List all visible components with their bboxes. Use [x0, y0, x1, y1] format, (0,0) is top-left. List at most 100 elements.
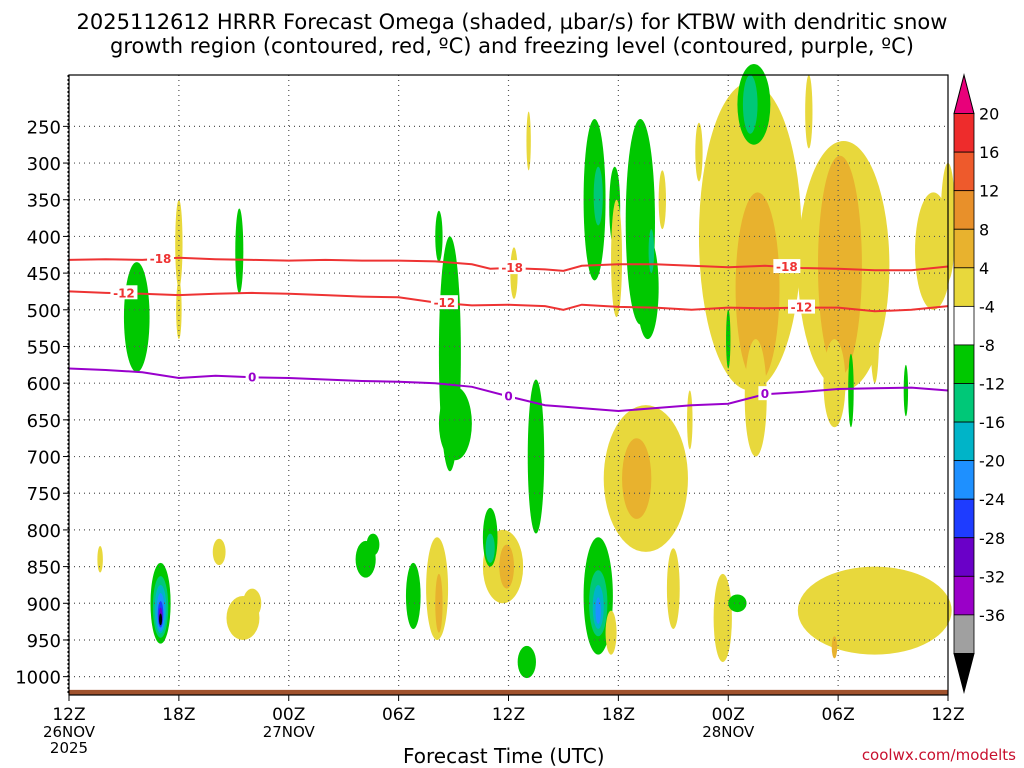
x-tick-label-6: 00Z	[712, 705, 745, 725]
omega-cell-46	[666, 548, 680, 629]
omega-cell-61	[870, 265, 880, 384]
omega-cell-67	[831, 636, 838, 659]
x-tick-label-2: 00Z	[272, 705, 305, 725]
x-tick-label-3: 06Z	[382, 705, 415, 725]
omega-cell-27	[527, 379, 545, 534]
y-tick-label-7: 600	[27, 374, 61, 395]
y-tick-label-4: 450	[27, 264, 61, 285]
omega-cell-19	[435, 573, 443, 633]
colorbar-label-13: -36	[979, 606, 1005, 625]
omega-cell-30	[526, 111, 531, 171]
omega-cell-56	[805, 75, 813, 149]
omega-cell-64	[848, 353, 854, 428]
colorbar-swatch-12	[953, 537, 975, 577]
colorbar-swatch-13	[953, 575, 975, 616]
omega-cell-34	[595, 597, 601, 624]
colorbar-swatch-8	[953, 383, 975, 423]
omega-cell-43	[658, 170, 666, 230]
omega-cell-39	[611, 199, 623, 318]
colorbar-swatch-5	[953, 267, 975, 307]
omega-cell-1	[235, 208, 244, 294]
dgz-warm-label-bg-0	[110, 285, 138, 300]
colorbar-label-4: 4	[979, 259, 989, 278]
omega-cell-53	[744, 339, 767, 457]
y-tick-label-5: 500	[27, 301, 61, 322]
y-tick-label-11: 800	[27, 521, 61, 542]
colorbar-swatch-7	[953, 344, 975, 384]
omega-cell-35	[605, 610, 617, 655]
omega-cell-21	[438, 386, 472, 461]
omega-cell-12	[212, 538, 226, 566]
x-tick-label-1: 18Z	[162, 705, 195, 725]
omega-cell-65	[903, 364, 909, 417]
dgz-warm-label-2: -12	[791, 301, 813, 315]
y-tick-label-6: 550	[27, 337, 61, 358]
y-tick-label-9: 700	[27, 448, 61, 469]
colorbar-swatch-1	[953, 113, 975, 153]
credit-link[interactable]: coolwx.com/modelts	[861, 746, 1016, 764]
y-tick-label-13: 900	[27, 594, 61, 615]
omega-cell-28	[517, 645, 536, 679]
x-axis-label: Forecast Time (UTC)	[403, 744, 605, 768]
omega-cell-57	[726, 309, 731, 369]
omega-cell-47	[695, 122, 703, 182]
y-tick-label-1: 300	[27, 154, 61, 175]
colorbar-label-12: -32	[979, 567, 1005, 586]
omega-cell-59	[817, 155, 862, 376]
x-tick-label-8: 12Z	[931, 705, 964, 725]
y-tick-label-2: 350	[27, 191, 61, 212]
colorbar-label-1: 16	[979, 143, 999, 162]
freezing-level-label-0: 0	[248, 370, 256, 384]
freezing-level-line	[68, 367, 949, 413]
colorbar-label-5: -4	[979, 297, 995, 316]
omega-cell-66	[797, 566, 952, 655]
x-tick-year-0: 2025	[50, 739, 88, 757]
dgz-cold-label-2: -18	[776, 260, 798, 274]
x-tick-label-0: 12Z	[52, 705, 85, 725]
freezing-level-label-bg-2	[758, 386, 772, 401]
y-tick-label-15: 1000	[15, 668, 61, 689]
colorbar-swatch-6	[953, 305, 975, 346]
dgz-warm-label-0: -12	[113, 286, 135, 300]
colorbar-label-9: -20	[979, 452, 1005, 471]
colorbar-swatch-4	[953, 228, 975, 269]
colorbar-label-2: 12	[979, 182, 999, 201]
chart-title-line-1: 2025112612 HRRR Forecast Omega (shaded, …	[76, 10, 948, 34]
colorbar-label-3: 8	[979, 220, 989, 239]
colorbar-label-11: -28	[979, 529, 1005, 548]
omega-cell-24	[499, 544, 514, 589]
omega-cell-45	[622, 438, 652, 519]
omega-cell-49	[713, 573, 732, 662]
omega-cell-42	[648, 229, 655, 274]
y-tick-label-12: 850	[27, 558, 61, 579]
omega-cell-17	[405, 562, 421, 629]
x-tick-label-4: 12Z	[492, 705, 525, 725]
y-axis: 250 300 350 400 450 500 550 600 650 700 750 800 850 9…	[15, 117, 69, 689]
colorbar-swatch-2	[953, 151, 975, 192]
freezing-level-label-bg-0	[245, 369, 259, 384]
y-tick-label-14: 950	[27, 631, 61, 652]
colorbar-top-arrow	[953, 73, 975, 115]
dgz-cold-label-1: -18	[501, 261, 523, 275]
x-tick-date-2: 27NOV	[263, 723, 316, 741]
terrain-surface	[69, 689, 948, 695]
colorbar: 20 16 12 8 4 -4 -8 -12 -16 -20 -24 -28 -32 -36	[953, 73, 1005, 694]
omega-cell-26	[485, 533, 495, 563]
y-tick-label-0: 250	[27, 117, 61, 138]
dgz-cold-label-bg-1	[498, 260, 526, 275]
colorbar-swatch-3	[953, 190, 975, 230]
omega-cell-10	[159, 613, 163, 626]
dgz-warm-label-bg-1	[430, 295, 458, 310]
omega-cell-2	[175, 199, 183, 288]
colorbar-label-0: 20	[979, 105, 999, 124]
omega-cell-16	[366, 533, 380, 556]
freezing-level-label-2: 0	[761, 387, 769, 401]
colorbar-swatch-11	[953, 498, 975, 539]
omega-cell-11	[97, 546, 103, 573]
omega-cell-52	[735, 192, 780, 384]
dgz-warm-label-1: -12	[434, 296, 456, 310]
omega-cell-0	[123, 262, 150, 373]
x-tick-label-7: 06Z	[821, 705, 854, 725]
omega-cell-14	[242, 588, 262, 618]
